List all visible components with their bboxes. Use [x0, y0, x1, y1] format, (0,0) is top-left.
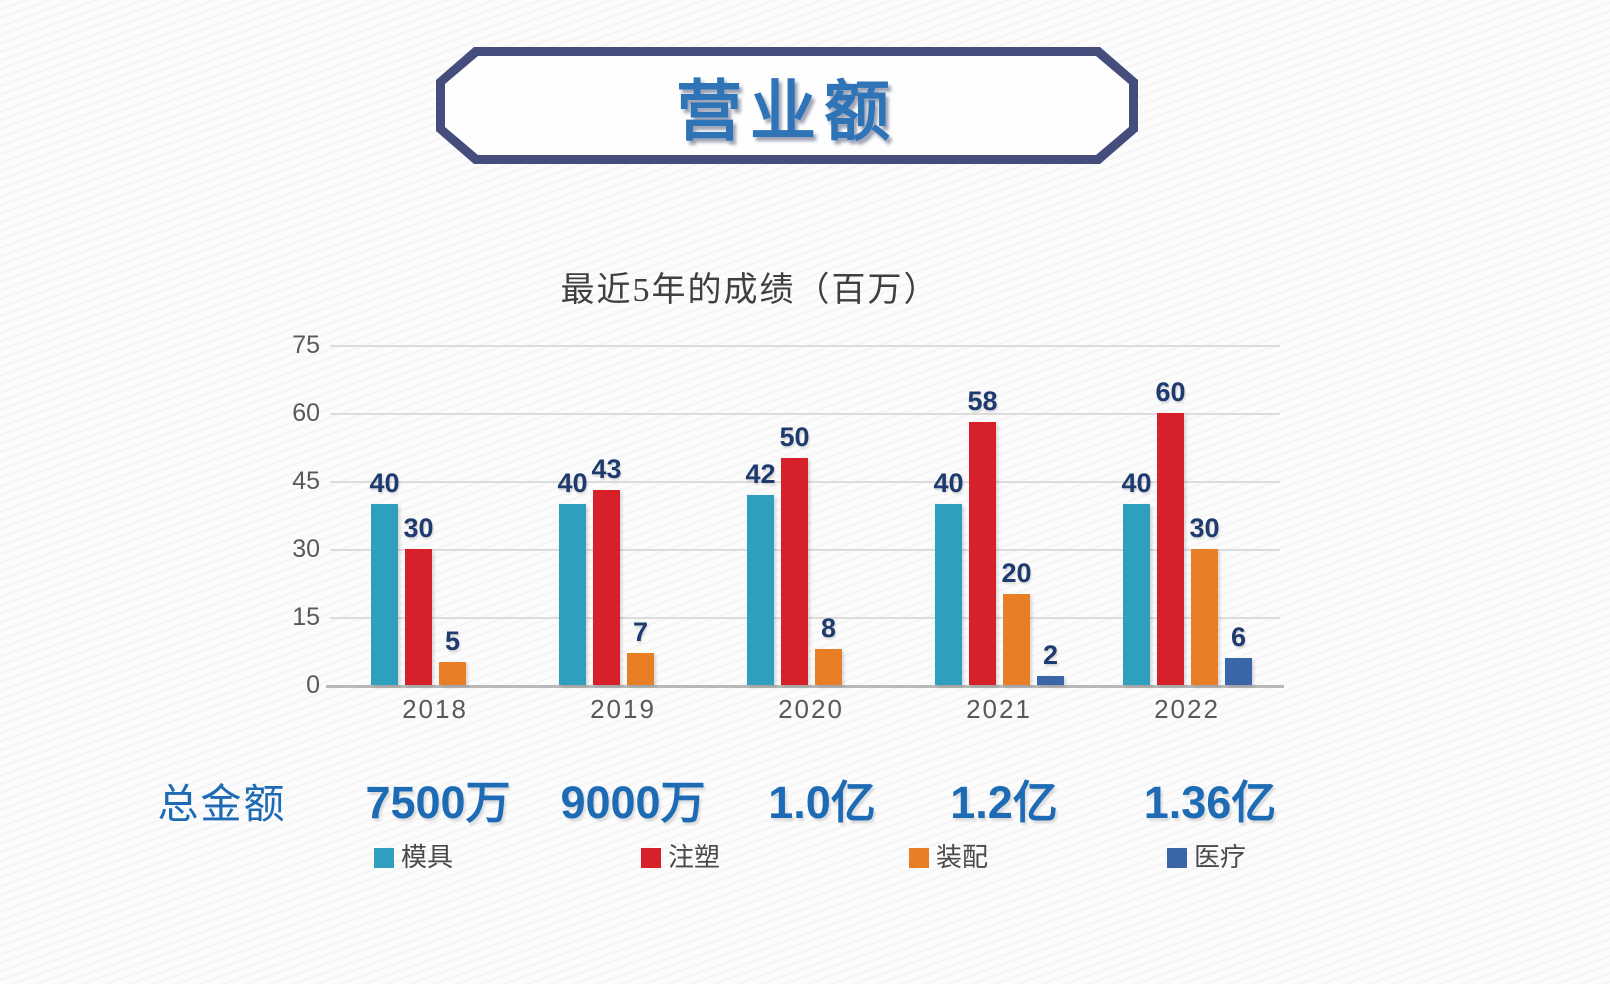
title-badge-inner: 营业额: [445, 56, 1129, 155]
bar-注塑-2022: [1157, 413, 1184, 685]
total-value: 1.0亿: [768, 777, 876, 828]
page-title: 营业额: [676, 73, 898, 148]
bar-value-label: 40: [1121, 468, 1152, 498]
x-axis-category-label: 2020: [778, 694, 844, 724]
y-axis-tick-label: 0: [306, 671, 320, 699]
bar-value-label: 42: [745, 459, 776, 489]
bar-value-label: 58: [967, 386, 998, 416]
bar-注塑-2019: [593, 490, 620, 685]
bar-value-label: 2: [1042, 640, 1059, 670]
total-value: 1.36亿: [1143, 777, 1277, 828]
legend-item: 注塑: [641, 843, 721, 872]
chart-title: 最近5年的成绩（百万）: [560, 272, 940, 309]
y-axis-tick-label: 45: [292, 467, 320, 495]
legend-item: 模具: [374, 843, 454, 872]
legend-item: 装配: [909, 843, 989, 872]
bar-value-label: 40: [369, 468, 400, 498]
bar-装配-2022: [1191, 549, 1218, 685]
legend-swatch-医疗: [1167, 848, 1187, 868]
bar-value-label: 50: [779, 422, 810, 452]
bar-value-label: 7: [632, 617, 649, 647]
bar-value-label: 60: [1155, 377, 1186, 407]
y-axis-tick-label: 30: [292, 535, 320, 563]
bar-value-label: 5: [444, 626, 461, 656]
total-value: 1.2亿: [950, 777, 1058, 828]
legend-swatch-注塑: [641, 848, 661, 868]
bar-装配-2019: [627, 653, 654, 685]
total-value: 7500万: [365, 777, 511, 828]
bar-value-label: 30: [1189, 513, 1220, 543]
x-axis-line: [326, 685, 1284, 688]
y-axis-tick-label: 60: [292, 399, 320, 427]
bar-value-label: 43: [591, 454, 622, 484]
x-axis-category-label: 2021: [966, 694, 1032, 724]
legend-item-label: 注塑: [668, 843, 721, 872]
total-value: 9000万: [560, 777, 706, 828]
y-axis-tick-label: 15: [292, 603, 320, 631]
gridline: [330, 413, 1280, 415]
bar-value-label: 8: [820, 613, 837, 643]
legend-swatch-模具: [374, 848, 394, 868]
bar-注塑-2021: [969, 422, 996, 685]
bar-装配-2021: [1003, 594, 1030, 685]
x-axis-category-label: 2018: [402, 694, 468, 724]
bar-注塑-2020: [781, 458, 808, 685]
bar-模具-2022: [1123, 504, 1150, 685]
legend-item-label: 装配: [936, 843, 989, 872]
x-axis-category-label: 2019: [590, 694, 656, 724]
title-badge: 营业额: [436, 47, 1138, 164]
bar-注塑-2018: [405, 549, 432, 685]
bar-value-label: 40: [933, 468, 964, 498]
bar-模具-2020: [747, 495, 774, 685]
bar-模具-2021: [935, 504, 962, 685]
legend-item-label: 医疗: [1194, 843, 1247, 872]
bar-模具-2018: [371, 504, 398, 685]
x-axis-category-label: 2022: [1154, 694, 1220, 724]
legend-item-label: 模具: [401, 843, 454, 872]
bar-装配-2018: [439, 662, 466, 685]
bar-医疗-2022: [1225, 658, 1252, 685]
bar-value-label: 6: [1230, 622, 1247, 652]
bar-value-label: 20: [1001, 558, 1032, 588]
bar-装配-2020: [815, 649, 842, 685]
legend-item: 医疗: [1167, 843, 1247, 872]
legend-swatch-装配: [909, 848, 929, 868]
bar-value-label: 40: [557, 468, 588, 498]
bar-医疗-2021: [1037, 676, 1064, 685]
gridline: [330, 345, 1280, 347]
bar-value-label: 30: [403, 513, 434, 543]
totals-label: 总金额: [157, 781, 287, 827]
bar-模具-2019: [559, 504, 586, 685]
y-axis-tick-label: 75: [292, 331, 320, 359]
